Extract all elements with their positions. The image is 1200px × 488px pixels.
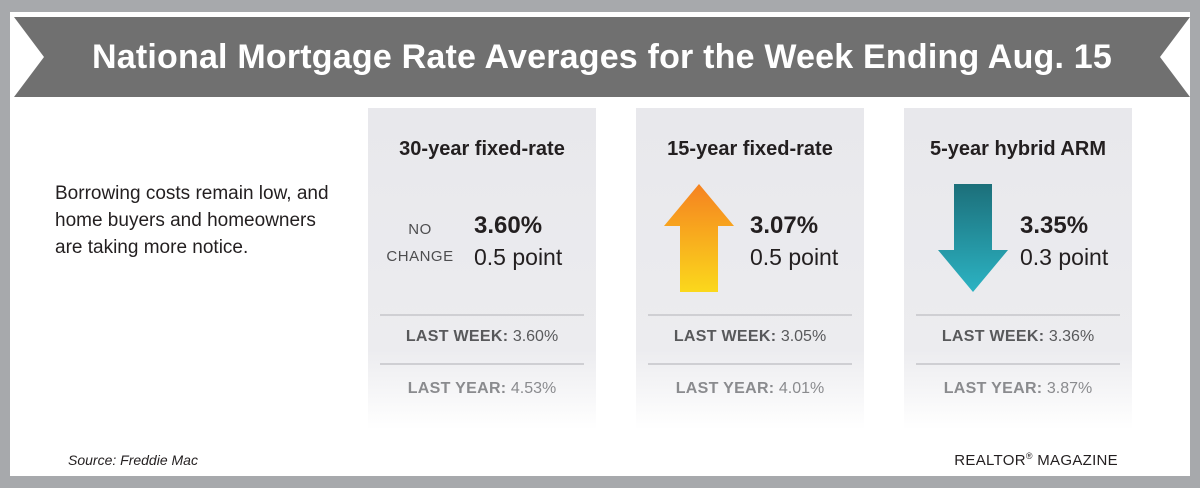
divider bbox=[648, 314, 852, 316]
up-arrow-icon bbox=[664, 184, 734, 292]
last-year-label: LAST YEAR: bbox=[675, 380, 775, 397]
no-change-line2: CHANGE bbox=[386, 248, 454, 265]
last-year-value: 4.53% bbox=[510, 380, 557, 397]
last-week-stat: LAST WEEK: 3.05% bbox=[636, 328, 864, 346]
card-title: 30-year fixed-rate bbox=[399, 138, 565, 160]
last-week-value: 3.60% bbox=[512, 328, 559, 345]
page-title: National Mortgage Rate Averages for the … bbox=[91, 37, 1113, 76]
last-week-label: LAST WEEK: bbox=[673, 328, 777, 345]
brand-suffix: MAGAZINE bbox=[1032, 452, 1118, 469]
rate-value: 3.60% bbox=[474, 212, 543, 239]
points-value: 0.3 point bbox=[1020, 244, 1109, 270]
last-year-value: 4.01% bbox=[778, 380, 825, 397]
brand-name: REALTOR bbox=[954, 452, 1026, 469]
brand-mark: ® bbox=[1025, 451, 1033, 461]
last-year-value: 3.87% bbox=[1046, 380, 1093, 397]
divider bbox=[648, 363, 852, 365]
rate-value: 3.07% bbox=[750, 212, 819, 239]
card-5-year-hybrid-arm: 5-year hybrid ARM 3.35% 0.3 point LAST W… bbox=[904, 108, 1132, 430]
brand-logo: REALTOR® MAGAZINE bbox=[954, 451, 1118, 469]
last-week-value: 3.05% bbox=[780, 328, 827, 345]
card-15-year-fixed: 15-year fixed-rate 3.07% 0.5 point LAST … bbox=[636, 108, 864, 430]
last-week-label: LAST WEEK: bbox=[941, 328, 1045, 345]
last-week-stat: LAST WEEK: 3.60% bbox=[368, 328, 596, 346]
source-note: Source: Freddie Mac bbox=[68, 452, 198, 468]
last-year-label: LAST YEAR: bbox=[407, 380, 507, 397]
last-year-stat: LAST YEAR: 3.87% bbox=[904, 380, 1132, 398]
card-title: 5-year hybrid ARM bbox=[930, 138, 1106, 160]
divider bbox=[916, 363, 1120, 365]
card-30-year-fixed: 30-year fixed-rate NO CHANGE 3.60% 0.5 p… bbox=[368, 108, 596, 430]
last-week-label: LAST WEEK: bbox=[405, 328, 509, 345]
no-change-label: NO CHANGE bbox=[380, 216, 460, 270]
rate-value: 3.35% bbox=[1020, 212, 1089, 239]
down-arrow-icon bbox=[938, 184, 1008, 292]
last-year-label: LAST YEAR: bbox=[943, 380, 1043, 397]
points-value: 0.5 point bbox=[750, 244, 839, 270]
points-value: 0.5 point bbox=[474, 244, 563, 270]
title-banner: National Mortgage Rate Averages for the … bbox=[14, 17, 1190, 97]
banner-ribbon-shape bbox=[14, 17, 1190, 97]
last-week-stat: LAST WEEK: 3.36% bbox=[904, 328, 1132, 346]
divider bbox=[916, 314, 1120, 316]
no-change-line1: NO bbox=[408, 221, 432, 238]
last-year-stat: LAST YEAR: 4.53% bbox=[368, 380, 596, 398]
divider bbox=[380, 314, 584, 316]
last-year-stat: LAST YEAR: 4.01% bbox=[636, 380, 864, 398]
last-week-value: 3.36% bbox=[1048, 328, 1095, 345]
card-title: 15-year fixed-rate bbox=[667, 138, 833, 160]
divider bbox=[380, 363, 584, 365]
intro-text: Borrowing costs remain low, and home buy… bbox=[55, 183, 329, 258]
